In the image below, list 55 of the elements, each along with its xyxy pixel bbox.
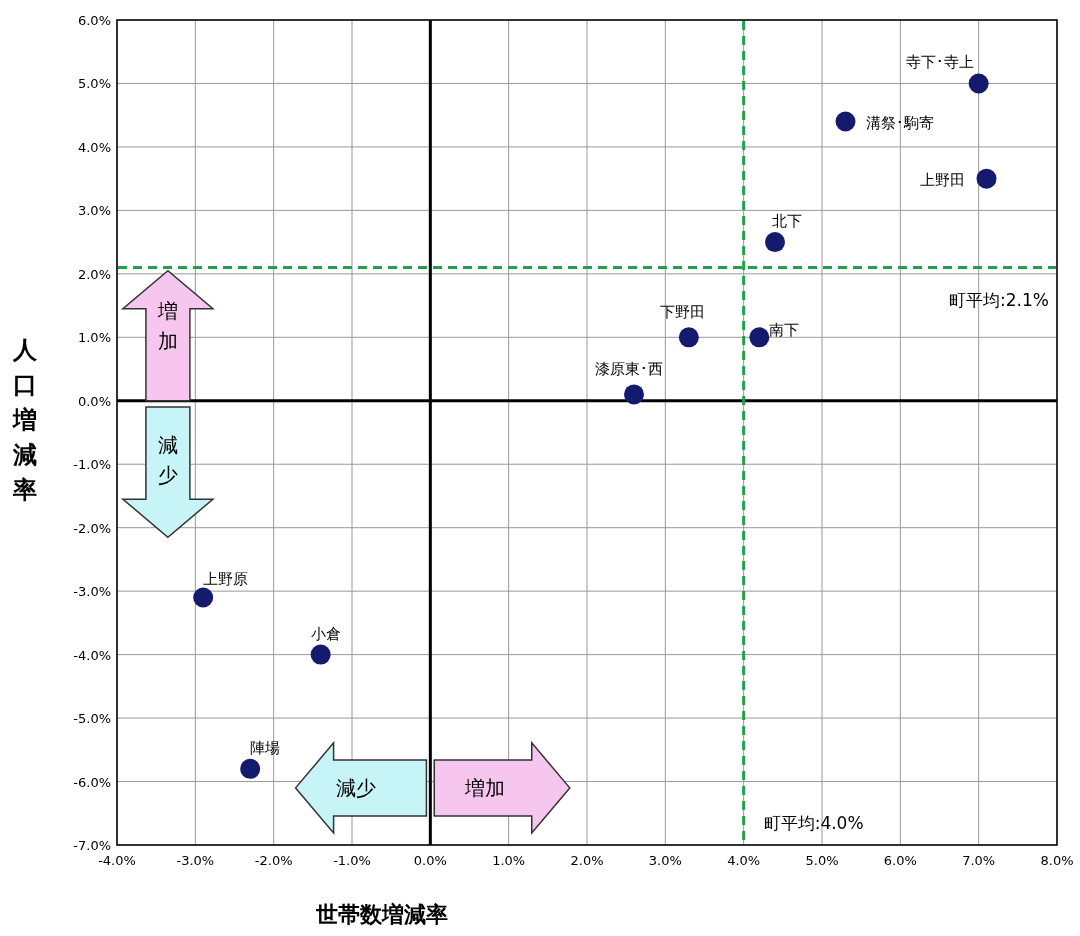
point [310,644,331,665]
x-tick-label: 6.0% [883,853,917,868]
point [240,758,261,779]
y-tick-label: -4.0% [73,647,111,663]
x-tick-label: 7.0% [962,853,996,868]
annotation: 増加 [156,299,178,354]
y-tick-label: -6.0% [73,774,111,790]
x-tick-label: 8.0% [1040,853,1074,868]
point [835,111,856,132]
x-tick-label: -3.0% [176,853,215,868]
y-tick-label: -3.0% [73,584,111,600]
y-tick-label: -2.0% [73,520,111,536]
x-tick-label: 3.0% [648,853,682,868]
series-label: 下野田 [660,303,706,322]
y-tick-label: 5.0% [77,76,111,92]
series-label: 小倉 [310,624,341,643]
point [968,73,989,94]
point [749,327,770,348]
x-tick-label: 1.0% [492,853,526,868]
y-tick-label: -5.0% [73,711,111,727]
y-tick-label: 6.0% [77,13,111,28]
x-tick-label: -2.0% [254,853,293,868]
point [678,327,699,348]
x-tick-label: 0.0% [413,853,447,868]
x-tick-label: -1.0% [333,853,371,868]
x-axis-title: 世帯数増減率 [315,902,448,927]
series-label: 陣場 [250,738,281,757]
series-label: 溝祭･駒寄 [865,113,934,132]
point [624,384,644,405]
y-tick-label: 4.0% [77,139,111,155]
series-label: 寺下･寺上 [905,53,974,72]
point [193,587,214,608]
x-tick-label: -4.0% [98,853,136,868]
y-tick-label: -7.0% [73,838,111,853]
annotation: 増加 [464,775,506,800]
y-tick-label: 2.0% [77,266,111,282]
series-label: 上野田 [919,170,965,189]
y-tick-label: -1.0% [73,457,111,473]
y-tick-label: 3.0% [77,203,111,219]
x-tick-label: 5.0% [805,853,839,868]
ref-line-label: 町平均:4.0% [763,813,864,833]
x-tick-label: 4.0% [727,853,761,868]
series-label: 漆原東･西 [595,360,663,379]
series-label: 南下 [769,321,800,340]
annotation: 減少 [335,775,376,800]
series-label: 北下 [772,212,802,231]
series-label: 上野原 [203,569,249,588]
y-tick-label: 0.0% [77,393,111,409]
x-tick-label: 2.0% [570,853,604,868]
y-axis-title: 人口増減率 [12,336,38,504]
ref-line-label: 町平均:2.1% [949,289,1049,310]
point [765,232,785,253]
annotation: 減少 [157,432,178,487]
y-tick-label: 1.0% [77,330,111,346]
point [976,168,997,189]
